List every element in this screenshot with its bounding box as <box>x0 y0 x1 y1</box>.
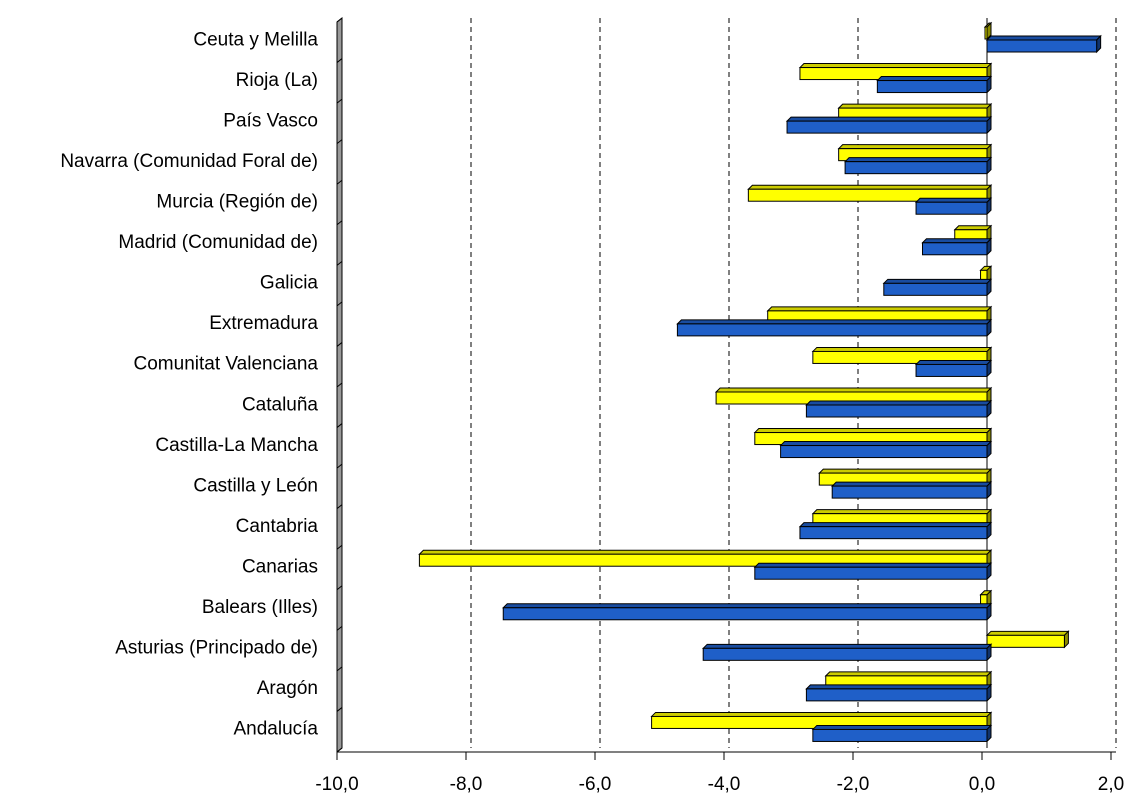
category-tick <box>336 747 343 753</box>
x-tick-label: -10,0 <box>315 774 358 795</box>
category-label: Asturias (Principado de) <box>115 638 318 659</box>
bar-top-face <box>798 522 993 528</box>
category-label: Cantabria <box>236 516 319 537</box>
category-tick <box>336 382 343 388</box>
bar-top-face <box>837 144 993 150</box>
bar <box>780 445 988 459</box>
bar-top-face <box>753 428 993 434</box>
category-label: Navarra (Comunidad Foral de) <box>60 151 318 172</box>
bar <box>805 688 988 702</box>
category-tick <box>336 423 343 428</box>
category-tick <box>336 139 343 145</box>
bar <box>986 634 1065 648</box>
bar <box>676 323 988 337</box>
x-tick-label: -8,0 <box>450 774 483 795</box>
bar-top-face <box>953 225 993 231</box>
bar-top-face <box>811 346 993 352</box>
bar-top-face <box>766 306 993 312</box>
bar <box>922 242 988 256</box>
bar <box>984 26 988 40</box>
category-label: Ceuta y Melilla <box>193 29 318 50</box>
bar-top-face <box>921 238 993 244</box>
bar <box>805 404 988 418</box>
bar-top-face <box>502 603 993 609</box>
bar-top-face <box>876 76 993 82</box>
bar <box>786 120 988 134</box>
x-tick-label: -2,0 <box>837 774 870 795</box>
category-label: Extremadura <box>209 313 318 334</box>
bar-top-face <box>747 184 993 190</box>
bar <box>754 566 988 580</box>
category-tick <box>336 301 343 307</box>
bar <box>702 647 988 661</box>
bar-top-face <box>830 481 993 487</box>
category-label: Madrid (Comunidad de) <box>118 232 318 253</box>
bar <box>844 161 988 175</box>
bar <box>799 526 988 540</box>
bar-top-face <box>985 630 1070 636</box>
category-label: Castilla y León <box>193 475 318 496</box>
category-label: Comunitat Valenciana <box>134 354 319 375</box>
category-tick <box>336 625 343 631</box>
category-tick <box>336 342 343 347</box>
x-tick-label: -4,0 <box>708 774 741 795</box>
bar-top-face <box>701 643 993 649</box>
bar-top-face <box>779 441 993 447</box>
bar <box>502 607 988 621</box>
category-tick <box>336 463 343 469</box>
category-tick <box>336 179 343 185</box>
bar-top-face <box>714 387 993 393</box>
bar-top-face <box>805 684 993 690</box>
category-label: Galicia <box>260 273 319 294</box>
category-label: Balears (Illes) <box>202 597 318 618</box>
bar <box>883 282 988 296</box>
x-tick-label: -6,0 <box>579 774 612 795</box>
category-label: Canarias <box>242 557 318 578</box>
bar-top-face <box>985 35 1102 41</box>
bar-top-face <box>837 103 993 109</box>
bar <box>812 728 988 742</box>
category-tick <box>336 98 343 104</box>
bar-top-face <box>818 468 993 474</box>
x-tick-label: 0,0 <box>969 774 995 795</box>
category-tick <box>336 58 343 63</box>
bar <box>915 363 988 377</box>
bar <box>915 201 988 215</box>
category-label: Rioja (La) <box>236 70 318 91</box>
category-label: Aragón <box>257 678 318 699</box>
category-tick <box>336 17 343 23</box>
bar-top-face <box>914 197 993 203</box>
bar <box>986 39 1098 53</box>
category-tick <box>336 585 343 591</box>
bar-top-face <box>914 359 993 365</box>
category-tick <box>336 544 343 550</box>
category-tick <box>336 504 343 510</box>
bar-top-face <box>811 724 993 730</box>
bar-top-face <box>676 319 993 325</box>
category-tick <box>336 666 343 672</box>
bar-top-face <box>785 116 993 122</box>
category-tick <box>336 220 343 226</box>
bar <box>831 485 988 499</box>
bar-top-face <box>753 562 993 568</box>
category-label: Castilla-La Mancha <box>155 435 318 456</box>
x-tick-label: 2,0 <box>1098 774 1124 795</box>
bar <box>876 80 988 94</box>
bar-top-face <box>843 157 993 163</box>
category-label: Murcia (Región de) <box>156 192 318 213</box>
category-tick <box>336 707 343 712</box>
category-label: País Vasco <box>223 110 318 131</box>
category-tick <box>336 260 343 266</box>
bar-top-face <box>882 278 993 284</box>
bar-top-face <box>798 63 993 69</box>
bar-top-face <box>811 509 993 515</box>
bar-top-face <box>824 671 993 677</box>
category-label: Cataluña <box>242 394 318 415</box>
bar-top-face <box>418 549 993 555</box>
bar-top-face <box>805 400 993 406</box>
category-label: Andalucía <box>233 719 318 740</box>
bar-top-face <box>650 711 993 717</box>
